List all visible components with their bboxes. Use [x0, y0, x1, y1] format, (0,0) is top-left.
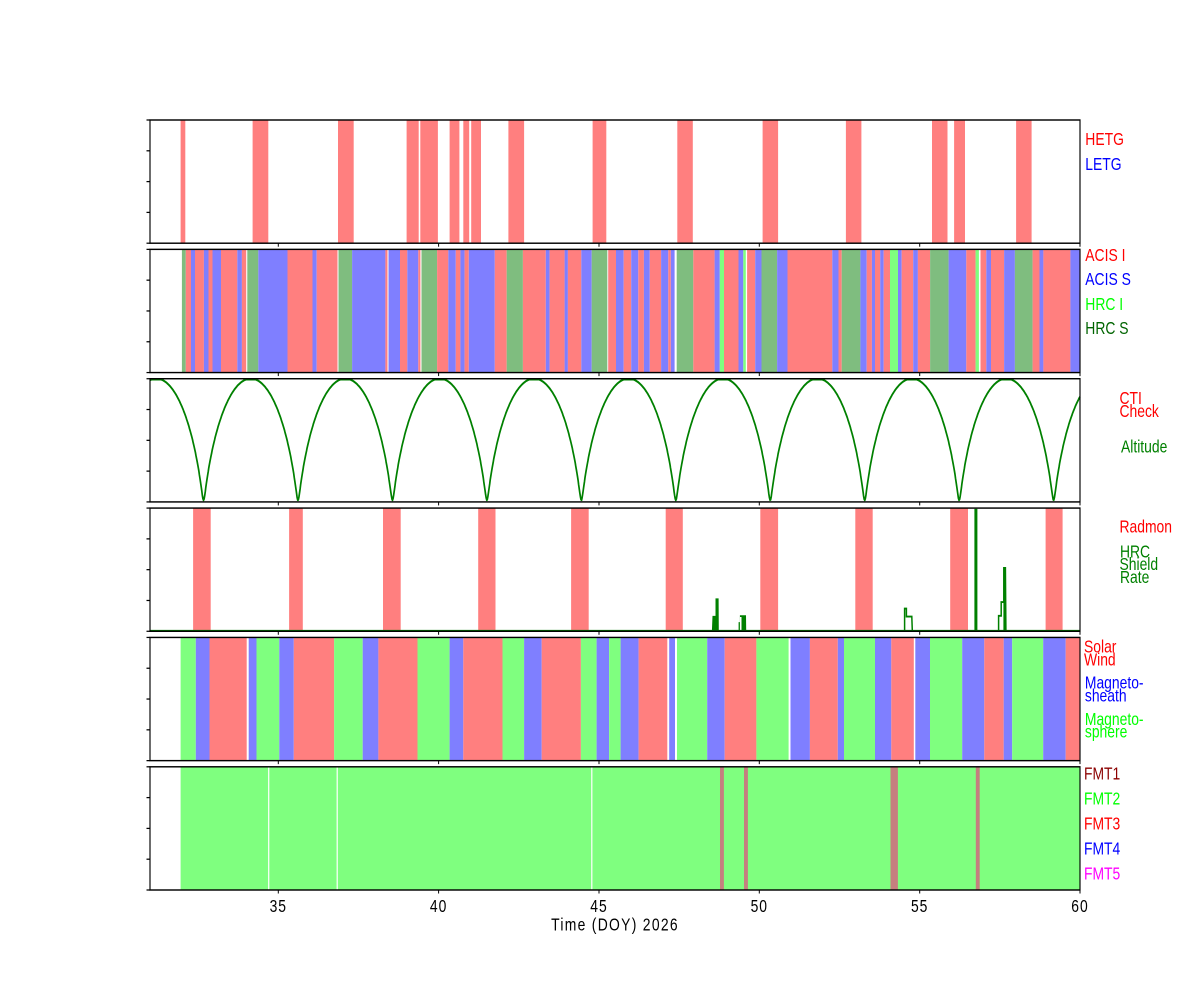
svg-text:ACIS I: ACIS I: [1085, 247, 1125, 266]
svg-text:sphere: sphere: [1085, 723, 1128, 742]
svg-text:55: 55: [911, 898, 928, 917]
svg-text:HRC: HRC: [1120, 543, 1150, 562]
svg-text:40: 40: [430, 898, 447, 917]
svg-text:LETG: LETG: [1085, 156, 1121, 175]
svg-text:60: 60: [1071, 898, 1088, 917]
svg-text:HRC S: HRC S: [1085, 320, 1128, 339]
svg-text:Magneto-: Magneto-: [1085, 711, 1144, 730]
svg-text:Time (DOY) 2026: Time (DOY) 2026: [551, 916, 679, 935]
svg-text:CTI: CTI: [1120, 390, 1142, 409]
svg-text:Magneto-: Magneto-: [1085, 674, 1144, 693]
svg-text:FMT5: FMT5: [1084, 865, 1120, 884]
svg-text:ACIS S: ACIS S: [1085, 271, 1131, 290]
svg-text:FMT3: FMT3: [1084, 815, 1120, 834]
svg-text:HRC I: HRC I: [1085, 296, 1123, 315]
svg-text:Solar: Solar: [1084, 638, 1116, 657]
svg-text:Radmon: Radmon: [1120, 518, 1172, 537]
svg-text:HETG: HETG: [1085, 131, 1124, 150]
svg-text:Altitude: Altitude: [1121, 438, 1168, 457]
svg-text:sheath: sheath: [1085, 687, 1127, 706]
svg-text:FMT1: FMT1: [1084, 765, 1120, 784]
svg-text:Check: Check: [1120, 403, 1159, 422]
svg-text:FMT4: FMT4: [1084, 840, 1120, 859]
svg-text:Wind: Wind: [1084, 651, 1116, 670]
svg-text:45: 45: [590, 898, 607, 917]
svg-text:35: 35: [270, 898, 287, 917]
svg-text:FMT2: FMT2: [1084, 790, 1120, 809]
svg-text:Rate: Rate: [1120, 569, 1150, 588]
svg-text:Shield: Shield: [1120, 556, 1159, 575]
svg-text:50: 50: [751, 898, 768, 917]
